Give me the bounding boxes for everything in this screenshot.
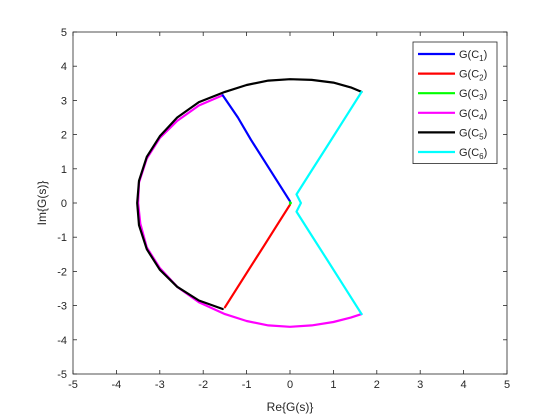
x-tick-label: 3	[417, 379, 423, 391]
legend-label-c3: G(C3)	[459, 88, 487, 102]
x-tick-label: -1	[242, 379, 252, 391]
legend-label-c6: G(C6)	[459, 147, 487, 161]
x-tick-label: -4	[112, 379, 122, 391]
y-tick-label: 2	[61, 130, 67, 142]
y-tick-label: -3	[57, 301, 67, 313]
series-line-c3	[288, 201, 292, 205]
y-tick-label: -1	[57, 232, 67, 244]
y-tick-label: 5	[61, 27, 67, 39]
y-tick-label: 0	[61, 198, 67, 210]
legend-label-c5: G(C5)	[459, 127, 487, 141]
x-tick-label: 4	[461, 379, 467, 391]
y-tick-label: -4	[57, 335, 67, 347]
legend-label-c1: G(C1)	[459, 49, 487, 63]
series-line-c6	[295, 90, 363, 316]
y-axis-label: Im{G(s)}	[35, 181, 49, 226]
x-tick-label: 2	[374, 379, 380, 391]
x-tick-label: -3	[155, 379, 165, 391]
x-tick-label: 5	[504, 379, 510, 391]
y-tick-label: 3	[61, 95, 67, 107]
axes-layer: -5 -4 -3 -2 -1 0 1 2 3 4 5 -5 -4 -3 -2 -1 0 1 2 3 4 5	[57, 27, 510, 391]
series-line-c5	[136, 78, 363, 311]
y-tick-label: -5	[57, 369, 67, 381]
legend-box	[412, 41, 498, 164]
x-tick-label: 1	[330, 379, 336, 391]
legend: G(C1) G(C2) G(C3) G(C4) G(C5) G(C6)	[412, 41, 498, 164]
series-line-c1	[221, 94, 292, 203]
x-axis-label: Re{G(s)}	[267, 400, 314, 414]
y-tick-label: -2	[57, 266, 67, 278]
series-line-c2	[223, 203, 292, 309]
data-layer	[136, 78, 363, 328]
y-tick-label: 4	[61, 61, 67, 73]
legend-label-c2: G(C2)	[459, 69, 487, 83]
legend-label-c4: G(C4)	[459, 108, 487, 122]
y-tick-label: 1	[61, 164, 67, 176]
x-tick-label: -2	[198, 379, 208, 391]
x-tick-label: 0	[287, 379, 293, 391]
x-tick-label: -5	[68, 379, 78, 391]
